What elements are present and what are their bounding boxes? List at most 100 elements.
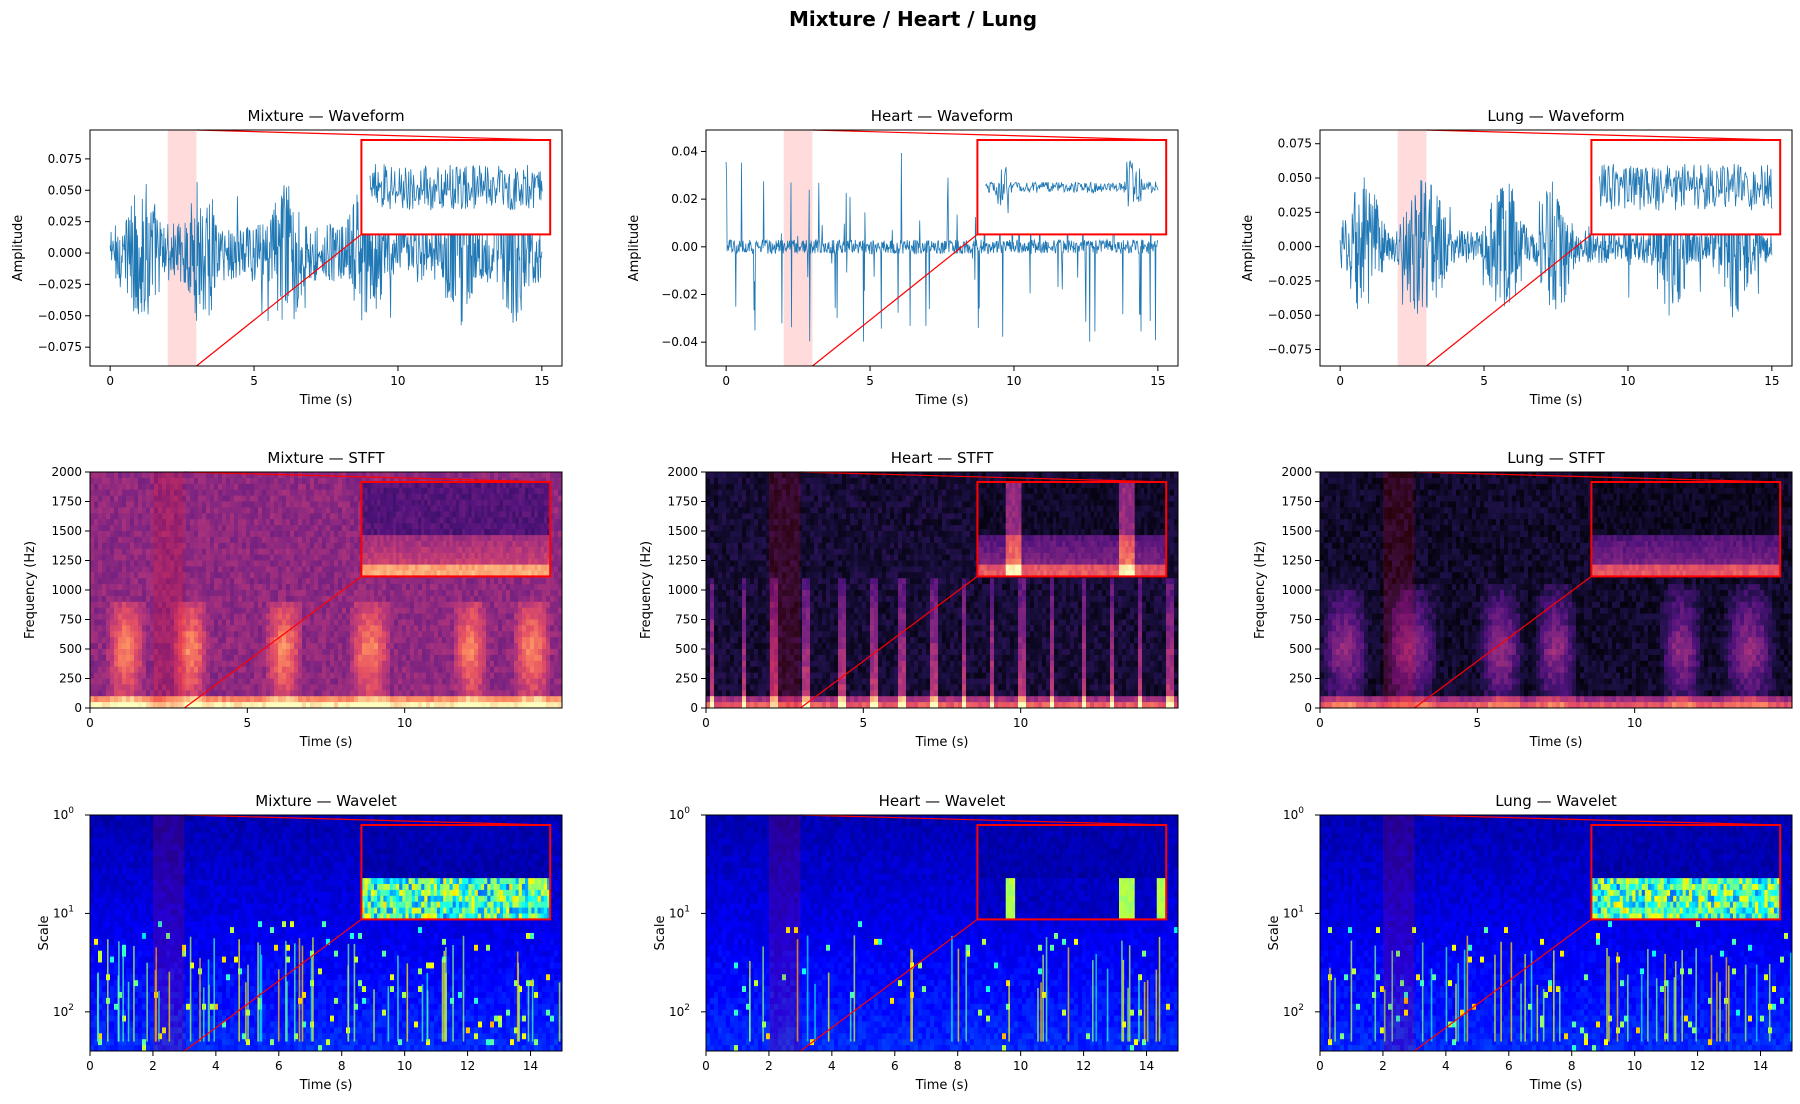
y-tick-label: 0.025 [1278,205,1312,219]
y-tick-label: 101 [1283,904,1304,920]
wavelet-streak [1744,964,1747,1042]
wavelet-streak [849,991,852,1042]
wavelet-streak [1042,954,1044,1042]
wavelet-streak [1727,965,1730,1042]
x-tick-label: 12 [1690,1059,1705,1073]
zoom-inset [812,129,1168,367]
wavelet-streak [911,949,913,1042]
x-tick-label: 0 [106,374,114,388]
y-tick-label: 1750 [1281,495,1312,509]
wavelet-streak [1500,941,1502,1042]
y-tick-label: 0.075 [48,152,82,166]
highlight-region [768,472,801,708]
wavelet-streak [957,948,960,1042]
inset-frame [360,824,552,921]
wavelet-streak [293,943,296,1042]
y-axis-label: Scale [1267,916,1282,951]
wavelet-streak [1608,956,1610,1042]
x-tick-label: 2 [765,1059,773,1073]
subplot-mixture-stft: 0 5 10 0 250 500 750 1000 1250 1500 1750 2000 Mixtur… [23,449,563,750]
x-tick-label: 10 [1013,1059,1028,1073]
wavelet-streak [1725,957,1728,1042]
zoom-inset [800,814,1168,1052]
zoom-inset [1426,129,1782,367]
x-tick-label: 6 [275,1059,283,1073]
wavelet-streak [1606,947,1608,1042]
y-tick-label: 100 [53,806,74,822]
y-tick-label: 100 [1283,806,1304,822]
x-axis-label: Time (s) [915,393,969,408]
x-tick-label: 14 [1139,1059,1154,1073]
subplot-title: Lung — Waveform [1487,107,1624,125]
wavelet-streak [1037,987,1039,1042]
x-axis-label: Time (s) [1529,735,1583,750]
wavelet-streak [518,984,521,1042]
x-tick-label: 0 [1316,716,1324,730]
y-tick-label: 0.02 [671,192,698,206]
wavelet-streak [1106,968,1109,1042]
wavelet-streak [1647,949,1649,1042]
inset-waveform [369,164,543,211]
zoom-inset [196,129,552,367]
y-tick-label: 0.000 [1278,240,1312,254]
wavelet-streak [1374,945,1377,1042]
wavelet-streak [277,969,280,1042]
inset-plot [977,140,1167,235]
wavelet-streak [1681,950,1683,1042]
wavelet-streak [245,982,247,1042]
x-tick-label: 0 [1336,374,1344,388]
wavelet-streak [1673,977,1676,1042]
wavelet-streak [1095,954,1098,1042]
wavelet-streak [133,945,135,1042]
x-tick-label: 10 [1627,1059,1642,1073]
figure-title: Mixture / Heart / Lung [789,7,1037,31]
wavelet-streak [155,947,158,1042]
wavelet-streak [199,957,201,1042]
x-tick-label: 15 [534,374,549,388]
wavelet-streak [443,950,446,1042]
y-tick-label: 1000 [51,583,82,597]
y-tick-label: 0.050 [48,183,82,197]
inset-connector [812,233,978,367]
inset-connector [196,129,551,141]
axes-frame [89,129,563,367]
x-tick-label: 10 [1013,716,1028,730]
x-tick-label: 8 [1568,1059,1576,1073]
x-tick-label: 5 [244,716,252,730]
wavelet-streak [97,972,100,1042]
wavelet-streak [286,981,288,1042]
wavelet-streak [213,938,216,1042]
y-tick-label: 102 [53,1003,74,1019]
inset-plot [361,140,551,235]
wavelet-streak [1536,984,1539,1042]
wavelet-streak [347,943,350,1042]
wavelet-streak [301,945,304,1042]
wavelet-streak [1143,981,1146,1042]
wavelet-streak [158,991,160,1042]
y-axis-label: Amplitude [1241,215,1256,282]
subplot-title: Mixture — Wavelet [255,792,397,810]
wavelet-streak [312,937,314,1042]
axes-frame [705,129,1179,367]
y-tick-label: −0.025 [1268,274,1312,288]
wavelet-streak [421,984,424,1042]
y-tick-label: 500 [1289,642,1312,656]
subplot-title: Heart — STFT [891,449,994,467]
wavelet-streak [1445,947,1448,1042]
y-tick-label: 101 [669,904,690,920]
waveform-series [725,152,1159,342]
axes-frame [1319,814,1793,1052]
x-axis-label: Time (s) [299,393,353,408]
inset-connector [812,129,1167,141]
wavelet-streak [951,935,953,1042]
x-tick-label: 10 [1620,374,1635,388]
x-tick-label: 4 [828,1059,836,1073]
wavelet-streak [806,935,809,1042]
x-tick-label: 15 [1150,374,1165,388]
wavelet-streak [1716,972,1718,1042]
wavelet-streak [406,963,409,1042]
wavelet-streak [1127,987,1129,1042]
y-tick-label: 0.00 [671,240,698,254]
subplot-title: Heart — Wavelet [879,792,1006,810]
y-tick-label: −0.04 [661,335,698,349]
